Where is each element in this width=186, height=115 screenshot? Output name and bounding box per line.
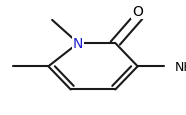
Text: N: N [73, 37, 83, 51]
Text: NH₂: NH₂ [175, 60, 186, 73]
Text: O: O [132, 5, 143, 18]
